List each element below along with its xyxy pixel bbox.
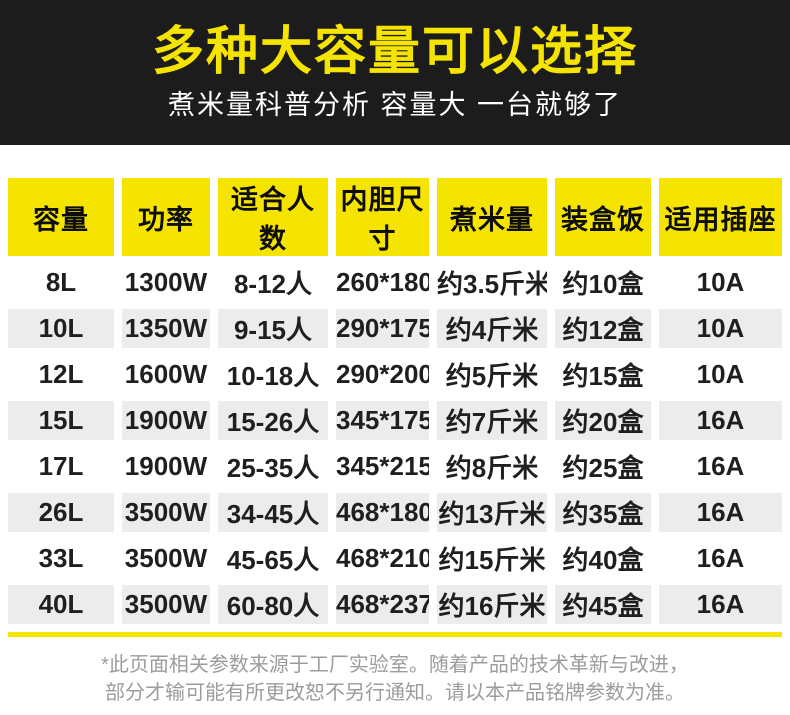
- header-cell-rice-amount: 煮米量: [437, 178, 547, 256]
- table-row: 15L 1900W 15-26人 345*175 约7斤米 约20盒 16A: [8, 401, 782, 440]
- header-cell-capacity: 容量: [8, 178, 114, 256]
- table-cell: 约13斤米: [437, 493, 547, 532]
- table-cell: 9-15人: [218, 309, 328, 348]
- table-cell: 16A: [696, 451, 745, 481]
- spec-table: 容量 功率 适合人数 内胆尺寸 煮米量 装盒饭 适用插座 8L 1300W 8-…: [0, 171, 790, 631]
- header-cell-people: 适合人数: [218, 178, 328, 256]
- table-cell: 12L: [38, 359, 84, 389]
- table-cell: 10L: [8, 309, 114, 348]
- table-cell: 1600W: [124, 359, 208, 389]
- table-cell: 3500W: [122, 493, 210, 532]
- table-cell: 约40盒: [562, 545, 644, 575]
- table-cell: 约12盒: [555, 309, 651, 348]
- table-cell: 3500W: [122, 585, 210, 624]
- table-cell: 345*175: [336, 401, 429, 440]
- table-cell: 约15盒: [562, 361, 644, 391]
- table-row: 8L 1300W 8-12人 260*180 约3.5斤米 约10盒 10A: [8, 263, 782, 302]
- table-cell: 约10盒: [562, 269, 644, 299]
- table-cell: 约16斤米: [437, 585, 547, 624]
- table-cell: 468*210: [336, 543, 429, 573]
- table-cell: 约4斤米: [437, 309, 547, 348]
- disclaimer-line-2: 部分才输可能有所更改恕不另行通知。请以本产品铭牌参数为准。: [105, 682, 685, 704]
- disclaimer: *此页面相关参数来源于工厂实验室。随着产品的技术革新与改进， 部分才输可能有所更…: [0, 651, 790, 707]
- table-cell: 约5斤米: [445, 361, 539, 391]
- table-cell: 15L: [8, 401, 114, 440]
- table-cell: 10-18人: [226, 361, 320, 391]
- table-cell: 约35盒: [555, 493, 651, 532]
- table-cell: 1350W: [122, 309, 210, 348]
- table-cell: 17L: [38, 451, 84, 481]
- table-cell: 10A: [696, 359, 745, 389]
- header-cell-socket: 适用插座: [659, 178, 782, 256]
- table-row: 33L 3500W 45-65人 468*210 约15斤米 约40盒 16A: [8, 539, 782, 578]
- table-cell: 468*237: [336, 585, 429, 624]
- table-cell: 16A: [659, 401, 782, 440]
- table-cell: 345*215: [336, 451, 429, 481]
- table-cell: 468*180: [336, 493, 429, 532]
- table-cell: 290*175: [336, 309, 429, 348]
- table-cell: 约20盒: [555, 401, 651, 440]
- table-row: 17L 1900W 25-35人 345*215 约8斤米 约25盒 16A: [8, 447, 782, 486]
- header-cell-lunch-boxes: 装盒饭: [555, 178, 651, 256]
- table-cell: 290*200: [336, 359, 429, 389]
- yellow-divider: [8, 632, 782, 637]
- table-cell: 约45盒: [555, 585, 651, 624]
- table-cell: 约3.5斤米: [437, 269, 547, 299]
- disclaimer-line-1: *此页面相关参数来源于工厂实验室。随着产品的技术革新与改进，: [101, 654, 689, 676]
- table-cell: 约25盒: [562, 453, 644, 483]
- table-cell: 15-26人: [218, 401, 328, 440]
- table-cell: 1900W: [124, 451, 208, 481]
- table-cell: 16A: [696, 543, 745, 573]
- table-header-row: 容量 功率 适合人数 内胆尺寸 煮米量 装盒饭 适用插座: [8, 178, 782, 256]
- table-cell: 16A: [659, 493, 782, 532]
- table-cell: 10A: [659, 309, 782, 348]
- table-cell: 40L: [8, 585, 114, 624]
- header-cell-power: 功率: [122, 178, 210, 256]
- table-cell: 33L: [38, 543, 84, 573]
- table-cell: 34-45人: [218, 493, 328, 532]
- table-row: 26L 3500W 34-45人 468*180 约13斤米 约35盒 16A: [8, 493, 782, 532]
- table-cell: 约15斤米: [438, 545, 546, 575]
- table-cell: 1300W: [124, 267, 208, 297]
- table-cell: 1900W: [122, 401, 210, 440]
- table-cell: 8L: [45, 267, 77, 297]
- table-row: 40L 3500W 60-80人 468*237 约16斤米 约45盒 16A: [8, 585, 782, 624]
- table-cell: 16A: [659, 585, 782, 624]
- table-cell: 25-35人: [226, 453, 320, 483]
- table-cell: 10A: [696, 267, 745, 297]
- table-row: 12L 1600W 10-18人 290*200 约5斤米 约15盒 10A: [8, 355, 782, 394]
- table-cell: 8-12人: [233, 269, 313, 299]
- spec-table-wrapper: 容量 功率 适合人数 内胆尺寸 煮米量 装盒饭 适用插座 8L 1300W 8-…: [0, 171, 790, 631]
- table-cell: 3500W: [124, 543, 208, 573]
- header-cell-pot-size: 内胆尺寸: [336, 178, 429, 256]
- table-cell: 60-80人: [218, 585, 328, 624]
- table-cell: 约8斤米: [445, 453, 539, 483]
- table-row: 10L 1350W 9-15人 290*175 约4斤米 约12盒 10A: [8, 309, 782, 348]
- page-title: 多种大容量可以选择: [151, 23, 638, 81]
- table-cell: 约7斤米: [437, 401, 547, 440]
- table-cell: 260*180: [336, 267, 429, 297]
- page-subtitle: 煮米量科普分析 容量大 一台就够了: [167, 90, 622, 120]
- table-cell: 45-65人: [226, 545, 320, 575]
- banner: 多种大容量可以选择 煮米量科普分析 容量大 一台就够了: [0, 0, 790, 145]
- table-cell: 26L: [8, 493, 114, 532]
